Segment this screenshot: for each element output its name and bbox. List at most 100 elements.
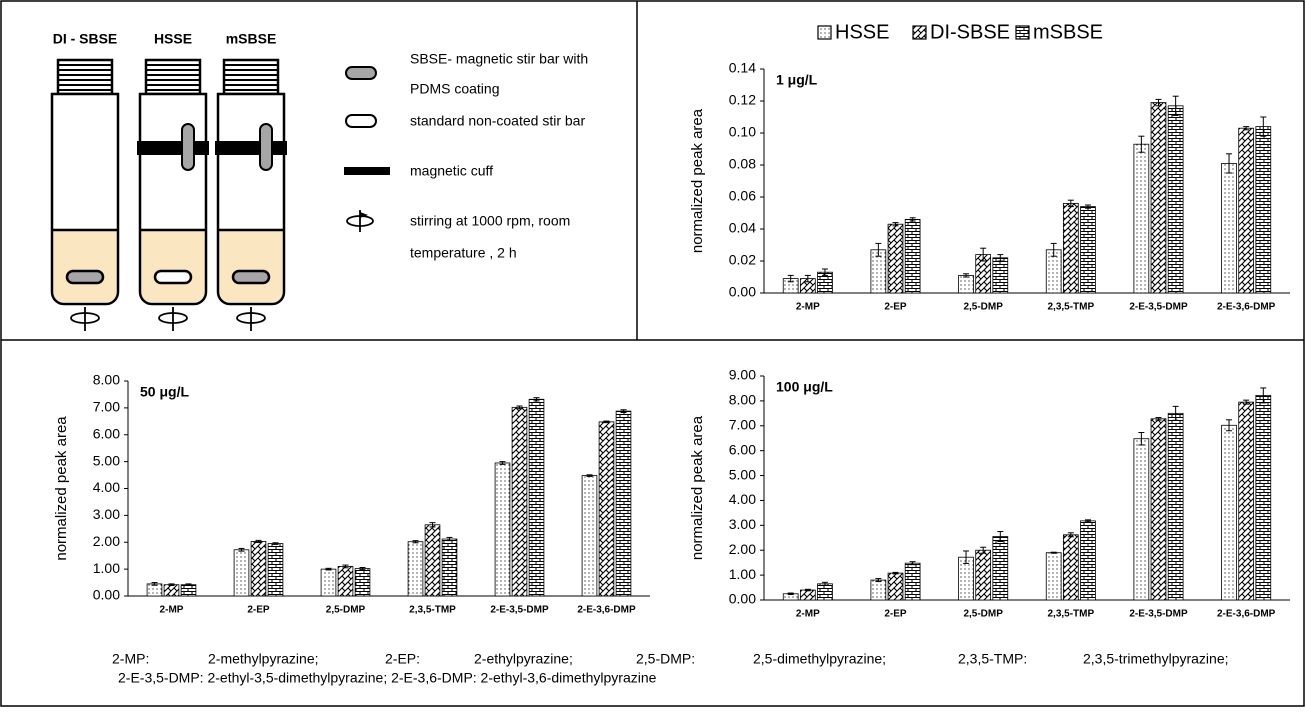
bar xyxy=(1150,102,1167,294)
y-tick-label: 0.00 xyxy=(729,284,756,300)
bar xyxy=(424,524,441,597)
footnote: 2-MP: xyxy=(112,651,149,667)
error-bar xyxy=(325,567,332,571)
diagram-legend-text: SBSE- magnetic stir bar with xyxy=(410,51,588,67)
y-tick-label: 0.10 xyxy=(729,124,756,140)
bar xyxy=(1255,126,1272,294)
bar xyxy=(1062,202,1079,294)
stir-bar xyxy=(153,269,193,285)
footnote: 2-EP: xyxy=(385,651,420,667)
error-bar xyxy=(1243,126,1250,131)
error-bar xyxy=(1050,242,1057,257)
y-tick-label: 6.00 xyxy=(729,441,756,457)
error-bar xyxy=(359,567,366,571)
y-tick-label: 4.00 xyxy=(729,491,756,507)
y-tick-label: 3.00 xyxy=(93,506,120,522)
bar xyxy=(870,579,887,601)
error-bar xyxy=(1155,98,1162,107)
y-tick-label: 2.00 xyxy=(729,541,756,557)
y-tick-label: 0.06 xyxy=(729,188,756,204)
bar xyxy=(320,568,337,597)
x-tick-label: 2-MP xyxy=(796,609,820,620)
y-tick-label: 7.00 xyxy=(93,399,120,415)
diagram-legend-text: magnetic cuff xyxy=(410,163,493,179)
bar xyxy=(581,475,598,597)
error-bar xyxy=(892,222,899,227)
error-bar xyxy=(1172,95,1179,116)
y-tick-label: 8.00 xyxy=(93,372,120,388)
bar xyxy=(337,566,354,597)
bar xyxy=(407,541,424,597)
bar xyxy=(615,410,632,597)
bar xyxy=(1133,143,1150,294)
error-bar xyxy=(1260,387,1267,404)
bar xyxy=(1045,552,1062,601)
error-bar xyxy=(997,531,1004,543)
bar xyxy=(354,568,371,597)
y-tick-label: 0.12 xyxy=(729,92,756,108)
liquid xyxy=(53,230,117,302)
bar xyxy=(267,543,284,597)
bar xyxy=(904,562,921,601)
error-bar xyxy=(997,254,1004,262)
x-tick-label: 2-E-3,5-DMP xyxy=(1129,302,1188,313)
bar xyxy=(250,541,267,597)
y-tick-label: 5.00 xyxy=(93,452,120,468)
error-bar xyxy=(821,268,828,276)
error-bar xyxy=(1138,135,1145,153)
liquid xyxy=(219,230,283,302)
footnote: 2,5-DMP: xyxy=(636,651,695,667)
legend-label: HSSE xyxy=(835,21,889,43)
x-tick-label: 2-EP xyxy=(247,605,270,616)
error-bar xyxy=(168,583,175,587)
error-bar xyxy=(499,461,506,465)
bar xyxy=(1238,401,1255,601)
bar xyxy=(992,536,1009,601)
bar xyxy=(887,223,904,294)
y-tick-label: 0.00 xyxy=(93,587,120,603)
bar xyxy=(904,218,921,294)
error-bar xyxy=(875,242,882,257)
footnote: 2,3,5-TMP: xyxy=(958,651,1027,667)
bar xyxy=(1080,520,1096,601)
error-bar xyxy=(238,547,245,552)
bar xyxy=(598,421,615,597)
x-tick-label: 2-EP xyxy=(884,302,907,313)
x-tick-label: 2-MP xyxy=(160,605,184,616)
bar xyxy=(163,584,180,597)
error-bar xyxy=(412,540,419,544)
vial-label: mSBSE xyxy=(226,31,277,47)
error-bar xyxy=(1067,532,1074,538)
error-bar xyxy=(909,217,916,222)
x-tick-label: 2,3,5-TMP xyxy=(409,605,456,616)
x-tick-label: 2,3,5-TMP xyxy=(1047,609,1094,620)
error-bar xyxy=(787,592,794,596)
error-bar xyxy=(151,582,158,586)
error-bar xyxy=(272,542,279,545)
legend-label: mSBSE xyxy=(1033,21,1103,43)
diagram-legend-text: stirring at 1000 rpm, room xyxy=(410,213,570,229)
bar xyxy=(799,589,816,601)
legend-swatch xyxy=(817,25,832,40)
bar xyxy=(1080,206,1096,294)
y-tick-label: 2.00 xyxy=(93,533,120,549)
y-tick-label: 1.00 xyxy=(93,560,120,576)
y-tick-label: 6.00 xyxy=(93,425,120,441)
coated-bar xyxy=(181,123,195,171)
y-tick-label: 7.00 xyxy=(729,416,756,432)
error-bar xyxy=(429,522,436,528)
bar xyxy=(975,549,992,601)
bar xyxy=(441,538,458,597)
error-bar xyxy=(255,539,262,544)
error-bar xyxy=(1050,551,1057,554)
legend-swatch xyxy=(1015,25,1030,40)
bar xyxy=(1221,424,1237,601)
x-tick-label: 2,5-DMP xyxy=(326,605,366,616)
bar xyxy=(1238,127,1255,294)
error-bar xyxy=(1260,116,1267,137)
error-bar xyxy=(1138,431,1145,446)
footnote: 2-methylpyrazine; xyxy=(208,651,319,667)
error-bar xyxy=(787,274,794,283)
y-tick-label: 0.14 xyxy=(729,60,756,76)
